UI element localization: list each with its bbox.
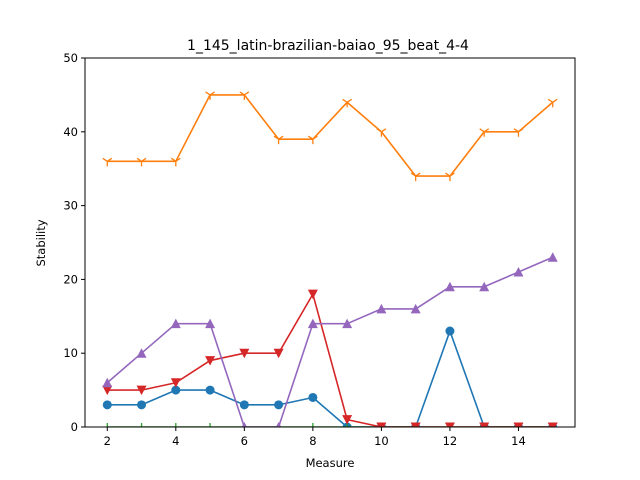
series-line — [106, 256, 554, 427]
data-point — [171, 385, 181, 395]
x-axis-label: Measure — [306, 456, 355, 470]
data-point — [205, 91, 215, 100]
data-point — [170, 318, 181, 329]
data-point — [308, 392, 318, 402]
x-tick-label: 10 — [374, 434, 389, 448]
series-line — [107, 330, 553, 427]
axis-ticks: 2 4 6 8 10 12 14 0 10 20 30 40 50 — [63, 51, 525, 448]
data-point — [376, 303, 387, 314]
x-tick-label: 6 — [241, 434, 248, 448]
data-point — [273, 135, 284, 145]
data-point — [513, 422, 524, 427]
data-point — [547, 252, 558, 262]
data-point — [102, 157, 113, 167]
data-point — [205, 385, 215, 395]
data-point — [102, 400, 112, 410]
data-point — [307, 318, 318, 329]
data-point — [273, 348, 284, 359]
y-tick-label: 20 — [63, 272, 78, 286]
data-point — [239, 91, 250, 100]
data-point — [445, 326, 455, 336]
data-point — [479, 128, 490, 137]
x-tick-label: 8 — [309, 434, 316, 448]
data-point — [410, 303, 421, 314]
data-point — [410, 422, 421, 427]
data-point — [241, 422, 247, 427]
data-point — [102, 377, 113, 388]
plot-frame — [84, 57, 576, 428]
chart-title: 1_145_latin-brazilian-baiao_95_beat_4-4 — [187, 38, 469, 54]
data-point — [547, 422, 558, 427]
data-point — [479, 422, 490, 427]
data-point — [170, 378, 181, 388]
data-point — [513, 267, 524, 277]
data-point — [170, 157, 181, 167]
data-point — [445, 172, 455, 182]
data-point — [205, 356, 216, 366]
data-point — [136, 348, 147, 358]
data-point — [342, 98, 352, 108]
data-point — [410, 172, 421, 182]
data-point — [444, 281, 455, 292]
x-tick-label: 12 — [443, 434, 458, 448]
y-tick-label: 10 — [63, 346, 78, 360]
data-point — [479, 281, 490, 292]
data-point — [239, 400, 249, 410]
y-tick-label: 30 — [63, 199, 78, 213]
data-point — [513, 128, 524, 137]
data-point — [547, 98, 558, 108]
data-point — [205, 318, 216, 329]
x-tick-label: 2 — [104, 434, 111, 448]
series-5 — [102, 252, 558, 427]
data-point — [102, 385, 113, 396]
data-point — [308, 135, 318, 145]
data-point — [342, 415, 353, 425]
y-tick-label: 40 — [63, 125, 78, 139]
data-point — [239, 348, 250, 359]
x-tick-label: 4 — [172, 434, 179, 448]
series-line — [107, 293, 553, 427]
data-point — [136, 385, 147, 396]
x-tick-label: 14 — [511, 434, 526, 448]
series-line — [107, 94, 554, 177]
data-point — [376, 128, 387, 137]
data-point — [274, 400, 284, 410]
data-point — [275, 422, 282, 427]
y-axis-label: Stability — [34, 219, 48, 266]
data-point — [376, 422, 387, 427]
y-tick-label: 0 — [71, 420, 78, 434]
data-point — [444, 422, 455, 427]
data-point — [307, 289, 318, 300]
series-2 — [102, 91, 558, 182]
plot-area — [102, 91, 558, 427]
data-point — [137, 400, 147, 410]
series-4 — [102, 289, 558, 427]
data-point — [342, 318, 353, 329]
data-point — [136, 157, 147, 167]
y-tick-label: 50 — [63, 51, 78, 65]
